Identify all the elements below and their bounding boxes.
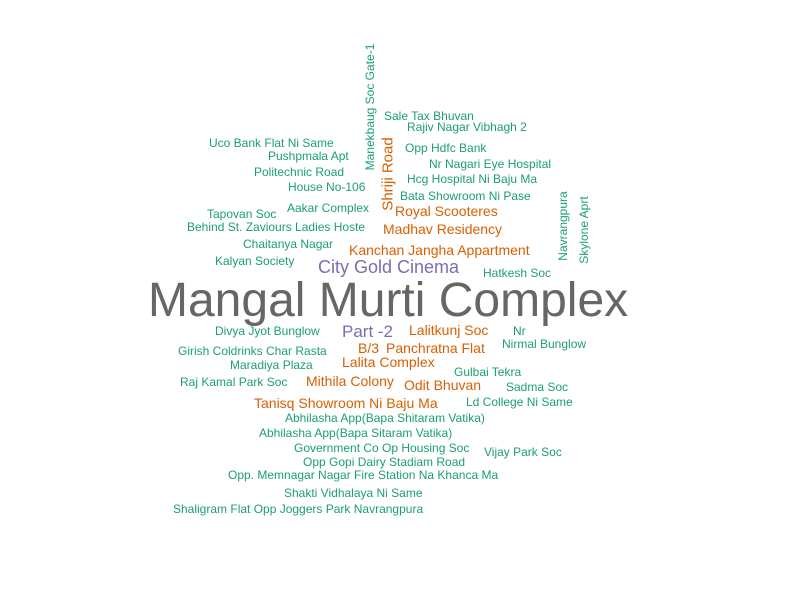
word-opp-memnagar-nagar-fire-station-na-khanca-ma: Opp. Memnagar Nagar Fire Station Na Khan…	[228, 468, 498, 482]
word-abhilasha-app-bapa-shitaram-vatika: Abhilasha App(Bapa Shitaram Vatika)	[285, 411, 485, 425]
word-gulbai-tekra: Gulbai Tekra	[454, 365, 521, 379]
word-sadma-soc: Sadma Soc	[506, 380, 568, 394]
word-nirmal-bunglow: Nirmal Bunglow	[502, 337, 586, 351]
word-maradiya-plaza: Maradiya Plaza	[230, 358, 313, 372]
word-kanchan-jangha-appartment: Kanchan Jangha Appartment	[349, 242, 530, 258]
word-nr-nagari-eye-hospital: Nr Nagari Eye Hospital	[429, 157, 551, 171]
word-navrangpura: Navrangpura	[556, 191, 570, 261]
word-panchratna-flat: Panchratna Flat	[386, 340, 485, 356]
word-house-no-106: House No-106	[288, 180, 366, 194]
word-madhav-residency: Madhav Residency	[383, 221, 502, 237]
word-lalita-complex: Lalita Complex	[342, 354, 435, 370]
word-hatkesh-soc: Hatkesh Soc	[483, 266, 551, 280]
word-politechnic-road: Politechnic Road	[254, 165, 344, 179]
word-shriji-road: Shriji Road	[380, 137, 397, 210]
word-mangal-murti-complex: Mangal Murti Complex	[148, 274, 628, 327]
word-aakar-complex: Aakar Complex	[287, 201, 369, 215]
word-manekbaug-soc-gate-1: Manekbaug Soc Gate-1	[363, 43, 377, 170]
word-part-2: Part -2	[342, 322, 393, 341]
word-divya-jyot-bunglow: Divya Jyot Bunglow	[215, 324, 320, 338]
word-b-3: B/3	[358, 340, 379, 356]
word-shakti-vidhalaya-ni-same: Shakti Vidhalaya Ni Same	[284, 486, 423, 500]
word-tapovan-soc: Tapovan Soc	[207, 207, 276, 221]
word-odit-bhuvan: Odit Bhuvan	[404, 377, 481, 393]
word-sale-tax-bhuvan: Sale Tax Bhuvan	[384, 109, 474, 123]
word-girish-coldrinks-char-rasta: Girish Coldrinks Char Rasta	[178, 344, 327, 358]
word-pushpmala-apt: Pushpmala Apt	[268, 149, 349, 163]
word-lalitkunj-soc: Lalitkunj Soc	[409, 322, 488, 338]
word-skylone-aprt: Skylone Aprt	[577, 196, 591, 264]
word-vijay-park-soc: Vijay Park Soc	[484, 445, 562, 459]
word-opp-hdfc-bank: Opp Hdfc Bank	[405, 141, 487, 155]
word-chaitanya-nagar: Chaitanya Nagar	[243, 237, 333, 251]
word-ld-college-ni-same: Ld College Ni Same	[466, 395, 573, 409]
word-raj-kamal-park-soc: Raj Kamal Park Soc	[180, 375, 287, 389]
word-city-gold-cinema: City Gold Cinema	[318, 257, 460, 277]
word-kalyan-society: Kalyan Society	[215, 254, 294, 268]
word-royal-scooteres: Royal Scooteres	[395, 203, 498, 219]
word-hcg-hospital-ni-baju-ma: Hcg Hospital Ni Baju Ma	[407, 172, 537, 186]
word-mithila-colony: Mithila Colony	[306, 373, 394, 389]
word-nr: Nr	[513, 324, 526, 338]
word-shaligram-flat-opp-joggers-park-navrangpura: Shaligram Flat Opp Joggers Park Navrangp…	[173, 502, 423, 516]
word-rajiv-nagar-vibhagh-2: Rajiv Nagar Vibhagh 2	[407, 120, 527, 134]
word-abhilasha-app-bapa-sitaram-vatika: Abhilasha App(Bapa Sitaram Vatika)	[259, 426, 452, 440]
word-tanisq-showroom-ni-baju-ma: Tanisq Showroom Ni Baju Ma	[254, 395, 438, 411]
word-government-co-op-housing-soc: Government Co Op Housing Soc	[294, 441, 469, 455]
word-behind-st-zaviours-ladies-hoste: Behind St. Zaviours Ladies Hoste	[187, 220, 365, 234]
word-bata-showroom-ni-pase: Bata Showroom Ni Pase	[400, 189, 531, 203]
word-opp-gopi-dairy-stadiam-road: Opp Gopi Dairy Stadiam Road	[303, 455, 465, 469]
word-uco-bank-flat-ni-same: Uco Bank Flat Ni Same	[209, 136, 334, 150]
